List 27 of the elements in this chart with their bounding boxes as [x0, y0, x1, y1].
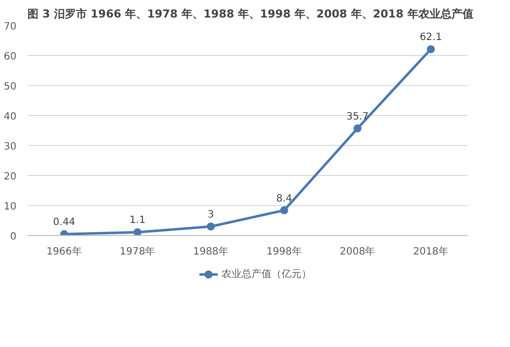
chart-title: 图 3 汨罗市 1966 年、1978 年、1988 年、1998 年、2008 年、2018 年农业总产值	[28, 8, 474, 20]
y-tick-label: 0	[10, 232, 17, 242]
x-tick-label: 1966年	[46, 246, 82, 258]
data-label: 3	[208, 210, 214, 220]
y-tick-label: 70	[4, 22, 17, 32]
point	[280, 206, 288, 214]
data-label: 1.1	[130, 215, 146, 226]
point	[134, 228, 142, 236]
y-tick-label: 20	[4, 172, 17, 182]
data-label: 35.7	[346, 111, 369, 122]
x-tick-label: 2008年	[340, 246, 376, 258]
y-tick-label: 60	[4, 52, 17, 62]
point	[354, 124, 362, 132]
x-tick-label: 2018年	[413, 246, 449, 258]
x-tick-label: 1988年	[193, 246, 229, 258]
y-tick-label: 40	[4, 112, 17, 122]
data-label: 0.44	[53, 217, 76, 228]
data-label: 8.4	[276, 193, 292, 204]
legend-label: 农业总产值（亿元）	[221, 268, 312, 280]
point	[426, 45, 435, 54]
x-tick-label: 1998年	[266, 246, 302, 258]
x-tick-label: 1978年	[120, 246, 156, 258]
data-label: 62.1	[420, 32, 442, 44]
y-tick-label: 50	[4, 82, 17, 92]
point	[206, 222, 215, 230]
y-tick-label: 10	[4, 202, 17, 212]
y-tick-label: 30	[4, 142, 17, 152]
